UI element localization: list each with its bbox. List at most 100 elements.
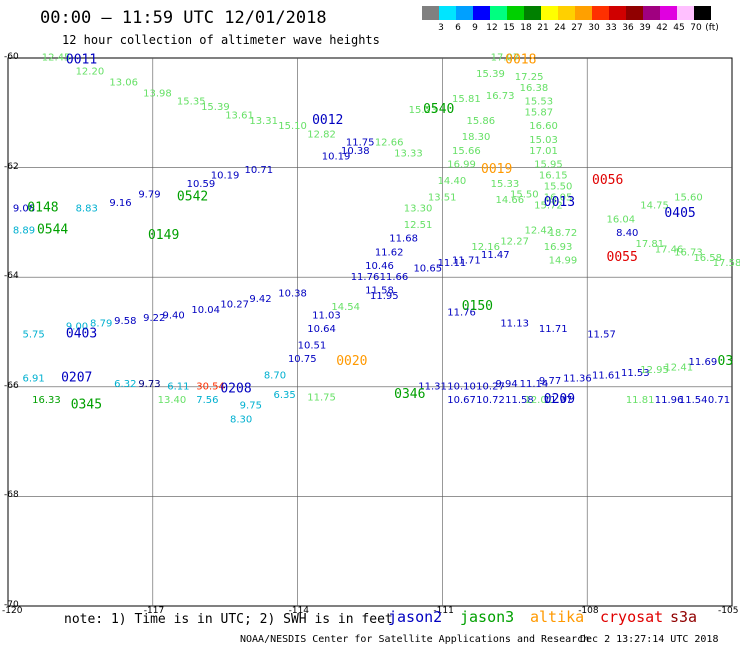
swh-value: 10.38: [341, 146, 370, 157]
swh-value: 13.61: [225, 110, 254, 121]
time-label: 0540: [423, 102, 454, 117]
swh-value: 11.14: [520, 379, 549, 390]
swh-value: 10.04: [191, 305, 220, 316]
legend-label: 36: [622, 23, 634, 33]
satellite-legend-item: jason3: [460, 608, 515, 626]
swh-value: 10.51: [298, 340, 327, 351]
latitude-label: -62: [4, 161, 19, 172]
satellite-legend-item: cryosat: [600, 608, 664, 626]
swh-value: 11.54: [679, 395, 708, 406]
swh-value: 12.82: [307, 129, 336, 140]
swh-value: 10.10: [447, 382, 476, 393]
latitude-label: -66: [4, 380, 19, 391]
satellite-legend-item: s3a: [670, 608, 698, 626]
legend-swatch: [626, 6, 643, 20]
time-label: 0011: [66, 52, 97, 67]
swh-value: 8.79: [90, 319, 112, 330]
legend-label: 24: [554, 23, 566, 33]
swh-value: 11.58: [365, 286, 394, 297]
swh-value: 17.81: [635, 239, 664, 250]
swh-value: 6.11: [167, 382, 189, 393]
swh-value: 12.27: [500, 236, 529, 247]
swh-value: 11.95: [370, 291, 399, 302]
swh-value: 15.50: [544, 182, 573, 193]
swh-value: 6.35: [273, 390, 295, 401]
swh-value: 5.75: [22, 329, 44, 340]
latitude-label: -70: [4, 600, 19, 610]
swh-value: 15.66: [452, 146, 481, 157]
swh-value: 15.39: [201, 102, 230, 113]
swh-value: 14.66: [495, 195, 524, 206]
swh-value: 10.46: [365, 261, 394, 272]
longitude-label: -117: [143, 606, 165, 616]
swh-value: 15.23: [409, 105, 438, 116]
time-label: 0013: [544, 195, 575, 210]
legend-swatch: [643, 6, 660, 20]
swh-value: 10.19: [211, 171, 240, 182]
timestamp: Dec 2 13:27:14 UTC 2018: [580, 634, 719, 645]
swh-value: 17.07: [491, 53, 520, 64]
time-label: 0345: [71, 398, 102, 413]
swh-value: 8.30: [230, 414, 252, 425]
swh-value: 11.53: [621, 368, 650, 379]
swh-value: 15.33: [491, 179, 520, 190]
satellite-legend-item: altika: [530, 608, 585, 626]
swh-value: 10.59: [187, 179, 216, 190]
legend-label: 18: [520, 23, 532, 33]
legend-label: 9: [472, 23, 478, 33]
swh-value: 10.67: [447, 395, 476, 406]
swh-value: 16.99: [447, 160, 476, 171]
swh-value: 10.75: [288, 354, 317, 365]
swh-value: 12.01: [524, 395, 553, 406]
swh-value: 9.42: [249, 294, 271, 305]
swh-value: 11.69: [689, 357, 718, 368]
legend-label: 6: [455, 23, 461, 33]
swh-value: 11.76: [447, 308, 476, 319]
legend-label: 45: [673, 23, 685, 33]
time-label: 0149: [148, 228, 179, 243]
swh-value: 16.38: [520, 83, 549, 94]
latitude-label: -68: [4, 490, 19, 501]
time-label: 0019: [481, 162, 512, 177]
legend-swatch: [575, 6, 592, 20]
swh-value: 11.13: [500, 319, 529, 330]
swh-value: 13.40: [158, 395, 187, 406]
swh-value: 10.71: [245, 165, 274, 176]
swh-value: 17.25: [515, 72, 544, 83]
swh-value: 15.39: [476, 69, 505, 80]
legend-swatch: [609, 6, 626, 20]
swh-value: 10.64: [307, 324, 336, 335]
swh-value: 6.32: [114, 379, 136, 390]
time-label: 0020: [336, 354, 367, 369]
swh-value: 8.89: [13, 225, 35, 236]
legend-swatch: [473, 6, 490, 20]
map-subtitle: 12 hour collection of altimeter wave hei…: [62, 33, 380, 47]
swh-value: 9.58: [114, 316, 136, 327]
swh-value: 6.91: [22, 373, 44, 384]
swh-value: 11.61: [592, 371, 621, 382]
swh-value: 10.72: [476, 395, 505, 406]
swh-value: 13.33: [394, 149, 423, 160]
swh-value: 18.72: [549, 228, 578, 239]
swh-value: 14.75: [640, 201, 669, 212]
swh-value: 12.16: [471, 242, 500, 253]
swh-value: 16.15: [539, 171, 568, 182]
swh-value: 9.08: [13, 203, 35, 214]
time-label: 0012: [312, 113, 343, 128]
swh-value: 17.01: [529, 146, 558, 157]
swh-value: 15.53: [524, 97, 553, 108]
swh-value: 15.81: [452, 94, 481, 105]
swh-value: 16.33: [32, 395, 61, 406]
swh-value: 10.19: [322, 151, 351, 162]
time-label: 0150: [462, 299, 493, 314]
swh-value: 16.05: [544, 192, 573, 203]
legend-swatch: [541, 6, 558, 20]
swh-value: 9.79: [138, 190, 160, 201]
legend-label: 70: [690, 23, 702, 33]
swh-value: 11.58: [505, 395, 534, 406]
legend-label: 3: [438, 23, 444, 33]
longitude-label: -111: [433, 606, 454, 616]
swh-value: 11.76: [351, 272, 380, 283]
time-label: 0405: [664, 206, 695, 221]
